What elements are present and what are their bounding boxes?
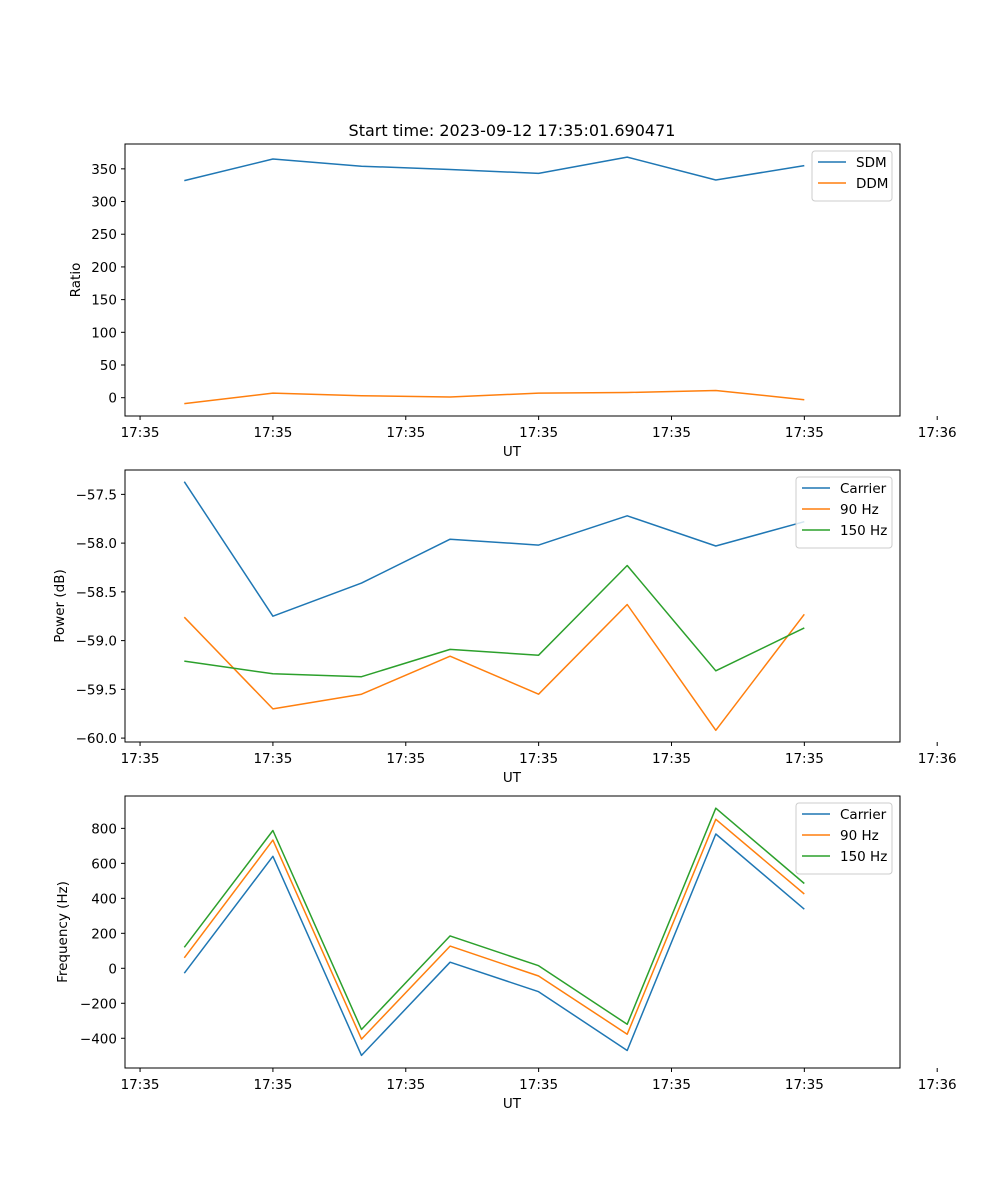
power-y-tick-label: −57.5 bbox=[76, 487, 117, 503]
ratio-x-tick-label: 17:35 bbox=[652, 425, 691, 441]
power-y-tick-label: −58.5 bbox=[76, 585, 117, 601]
ratio-legend-box bbox=[811, 150, 893, 202]
ratio-plot-frame bbox=[124, 143, 901, 417]
frequency-legend-label: 150 Hz bbox=[840, 849, 887, 865]
frequency-legend-label: 90 Hz bbox=[840, 828, 879, 844]
ratio-x-tick-label: 17:35 bbox=[121, 425, 160, 441]
power-series-line-90-hz bbox=[183, 603, 805, 732]
power-series-line-carrier bbox=[183, 481, 805, 617]
frequency-marks: −400 −200 0 200 400 600 800 17:35 17:35 17:35 17:3… bbox=[80, 802, 957, 1093]
ratio-y-tick-label: 150 bbox=[91, 293, 117, 309]
power-series-line-150-hz bbox=[184, 564, 805, 678]
frequency-plot-frame bbox=[124, 795, 901, 1069]
frequency-legend: Carrier 90 Hz 150 Hz bbox=[795, 802, 893, 875]
ratio-series-line-ddm bbox=[184, 389, 805, 405]
frequency-x-tick-label: 17:35 bbox=[253, 1077, 292, 1093]
power-legend-label: 90 Hz bbox=[840, 502, 879, 518]
power-y-tick-label: −60.0 bbox=[76, 731, 117, 747]
frequency-x-tick-label: 17:35 bbox=[121, 1077, 160, 1093]
power-x-tick-label: 17:35 bbox=[652, 751, 691, 767]
ratio-y-tick-label: 0 bbox=[108, 391, 117, 407]
power-y-tick-label: −58.0 bbox=[76, 536, 117, 552]
frequency-x-tick-label: 17:35 bbox=[386, 1077, 425, 1093]
chart-title: Start time: 2023-09-12 17:35:01.690471 bbox=[349, 121, 676, 140]
ratio-series-line-sdm bbox=[184, 156, 805, 182]
ratio-x-tick-label: 17:35 bbox=[386, 425, 425, 441]
power-x-tick-label: 17:36 bbox=[918, 751, 957, 767]
power-x-tick-label: 17:35 bbox=[386, 751, 425, 767]
frequency-x-tick-label: 17:35 bbox=[785, 1077, 824, 1093]
frequency-y-tick-label: −400 bbox=[80, 1031, 117, 1047]
frequency-panel: −400 −200 0 200 400 600 800 17:35 17:35 17:35 17:3… bbox=[55, 795, 957, 1112]
frequency-series-line-carrier bbox=[183, 833, 805, 1057]
frequency-y-tick-label: 0 bbox=[108, 961, 117, 977]
ratio-y-tick-label: 300 bbox=[91, 195, 117, 211]
power-x-tick-label: 17:35 bbox=[519, 751, 558, 767]
power-y-tick-label: −59.5 bbox=[76, 682, 117, 698]
ratio-x-tick-label: 17:35 bbox=[253, 425, 292, 441]
frequency-x-tick-label: 17:35 bbox=[652, 1077, 691, 1093]
ratio-x-tick-label: 17:35 bbox=[519, 425, 558, 441]
power-marks: −60.0 −59.5 −59.0 −58.5 −58.0 −57.5 17:35 17:35… bbox=[76, 476, 957, 767]
frequency-series-line-90-hz bbox=[183, 818, 805, 1040]
frequency-x-tick-label: 17:36 bbox=[918, 1077, 957, 1093]
power-plot-frame bbox=[124, 469, 901, 743]
ratio-y-axis-label: Ratio bbox=[68, 263, 84, 298]
ratio-y-tick-label: 200 bbox=[91, 260, 117, 276]
ratio-x-tick-label: 17:35 bbox=[785, 425, 824, 441]
ratio-y-tick-label: 350 bbox=[91, 162, 117, 178]
power-legend-label: Carrier bbox=[840, 481, 887, 497]
ratio-y-tick-label: 100 bbox=[91, 325, 117, 341]
frequency-y-tick-label: 400 bbox=[91, 891, 117, 907]
power-x-tick-label: 17:35 bbox=[253, 751, 292, 767]
ratio-legend: SDM DDM bbox=[811, 150, 893, 202]
frequency-y-tick-label: −200 bbox=[80, 996, 117, 1012]
frequency-x-tick-label: 17:35 bbox=[519, 1077, 558, 1093]
frequency-y-tick-label: 200 bbox=[91, 926, 117, 942]
power-x-axis-label: UT bbox=[503, 770, 522, 786]
ratio-y-tick-label: 50 bbox=[100, 358, 117, 374]
power-legend: Carrier 90 Hz 150 Hz bbox=[795, 476, 893, 549]
power-panel: −60.0 −59.5 −59.0 −58.5 −58.0 −57.5 17:35 17:35… bbox=[52, 469, 957, 786]
frequency-y-tick-label: 800 bbox=[91, 821, 117, 837]
frequency-legend-label: Carrier bbox=[840, 807, 887, 823]
power-y-tick-label: −59.0 bbox=[76, 634, 117, 650]
power-legend-label: 150 Hz bbox=[840, 523, 887, 539]
ratio-legend-label: DDM bbox=[856, 176, 888, 192]
ratio-legend-label: SDM bbox=[856, 155, 887, 171]
frequency-x-axis-label: UT bbox=[503, 1096, 522, 1112]
power-x-tick-label: 17:35 bbox=[121, 751, 160, 767]
ratio-y-tick-label: 250 bbox=[91, 227, 117, 243]
ratio-x-tick-label: 17:36 bbox=[918, 425, 957, 441]
ratio-marks: 0 50 100 150 200 250 300 350 17:35 17:35 17:35 17:3… bbox=[91, 150, 957, 441]
power-x-tick-label: 17:35 bbox=[785, 751, 824, 767]
power-y-axis-label: Power (dB) bbox=[52, 569, 68, 642]
frequency-y-axis-label: Frequency (Hz) bbox=[55, 881, 71, 983]
frequency-series-line-150-hz bbox=[183, 807, 805, 1031]
ratio-x-axis-label: UT bbox=[503, 444, 522, 460]
frequency-y-tick-label: 600 bbox=[91, 856, 117, 872]
ratio-panel: Start time: 2023-09-12 17:35:01.690471 0… bbox=[68, 121, 957, 460]
